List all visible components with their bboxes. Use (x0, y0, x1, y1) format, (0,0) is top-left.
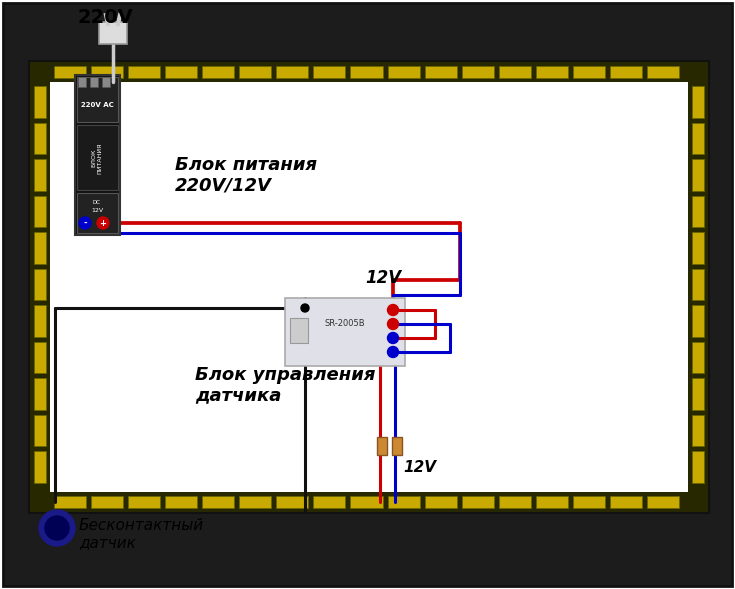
Circle shape (79, 217, 91, 229)
Circle shape (39, 510, 75, 546)
Circle shape (387, 346, 398, 358)
Circle shape (97, 217, 109, 229)
Bar (90, 77, 98, 87)
Bar (425, 66, 456, 78)
Bar (692, 196, 704, 227)
Bar (34, 269, 46, 300)
Bar (30, 62, 50, 512)
Bar (692, 232, 704, 264)
Circle shape (387, 305, 398, 316)
Circle shape (45, 516, 69, 540)
Bar (610, 496, 642, 508)
Bar (102, 77, 110, 87)
Bar (692, 123, 704, 154)
Bar (34, 159, 46, 191)
Bar (77, 193, 118, 233)
Bar (78, 77, 86, 87)
Bar (610, 66, 642, 78)
Bar (34, 196, 46, 227)
Bar (536, 496, 568, 508)
Bar (276, 496, 309, 508)
Circle shape (301, 304, 309, 312)
Bar (499, 66, 531, 78)
Bar (692, 269, 704, 300)
Bar (30, 62, 708, 512)
Bar (573, 496, 605, 508)
Text: 12V: 12V (403, 460, 436, 475)
Bar (647, 496, 679, 508)
Bar (30, 62, 708, 82)
Text: 220V: 220V (78, 8, 134, 27)
Bar (34, 342, 46, 373)
Bar (54, 496, 86, 508)
Circle shape (387, 319, 398, 329)
Bar (91, 496, 123, 508)
Bar (240, 496, 271, 508)
Bar (77, 77, 118, 122)
Bar (692, 305, 704, 337)
Bar (351, 66, 382, 78)
Text: БЛОК
ПИТАНИЯ: БЛОК ПИТАНИЯ (92, 143, 102, 174)
Bar (462, 496, 494, 508)
Bar (536, 66, 568, 78)
Bar (313, 496, 345, 508)
Bar (54, 66, 86, 78)
Bar (692, 378, 704, 410)
Bar (99, 22, 127, 44)
Bar (30, 492, 708, 512)
Bar (34, 378, 46, 410)
Bar (387, 496, 420, 508)
Text: 220V AC: 220V AC (81, 102, 113, 108)
Text: 12V: 12V (91, 208, 103, 213)
Bar (462, 66, 494, 78)
Bar (692, 342, 704, 373)
Text: Бесконтактный
датчик: Бесконтактный датчик (79, 518, 204, 550)
Bar (165, 496, 197, 508)
Text: Блок питания
220V/12V: Блок питания 220V/12V (175, 155, 317, 194)
Bar (290, 318, 308, 343)
Bar (692, 451, 704, 483)
Bar (34, 305, 46, 337)
Bar (34, 451, 46, 483)
Text: DC: DC (93, 200, 101, 205)
Bar (647, 66, 679, 78)
Bar (387, 66, 420, 78)
Text: Блок управления
датчика: Блок управления датчика (195, 366, 376, 405)
Bar (573, 66, 605, 78)
Bar (425, 496, 456, 508)
Bar (202, 496, 234, 508)
Bar (688, 62, 708, 512)
Bar (34, 123, 46, 154)
Bar (34, 415, 46, 446)
Bar (692, 415, 704, 446)
Bar (392, 437, 402, 455)
Bar (499, 496, 531, 508)
Bar (692, 159, 704, 191)
Bar (34, 232, 46, 264)
Bar (34, 86, 46, 118)
Bar (692, 86, 704, 118)
Bar (128, 66, 160, 78)
Bar (128, 496, 160, 508)
Text: -: - (83, 219, 87, 227)
Bar (351, 496, 382, 508)
Circle shape (387, 333, 398, 343)
Bar (313, 66, 345, 78)
Text: 12V: 12V (365, 269, 401, 287)
Bar (285, 298, 405, 366)
Bar (75, 75, 120, 235)
Text: +: + (99, 219, 107, 227)
Bar (77, 125, 118, 190)
Text: SR-2005B: SR-2005B (325, 319, 365, 329)
Bar (377, 437, 387, 455)
Bar (276, 66, 309, 78)
Bar (240, 66, 271, 78)
Bar (91, 66, 123, 78)
Bar (165, 66, 197, 78)
Bar (202, 66, 234, 78)
